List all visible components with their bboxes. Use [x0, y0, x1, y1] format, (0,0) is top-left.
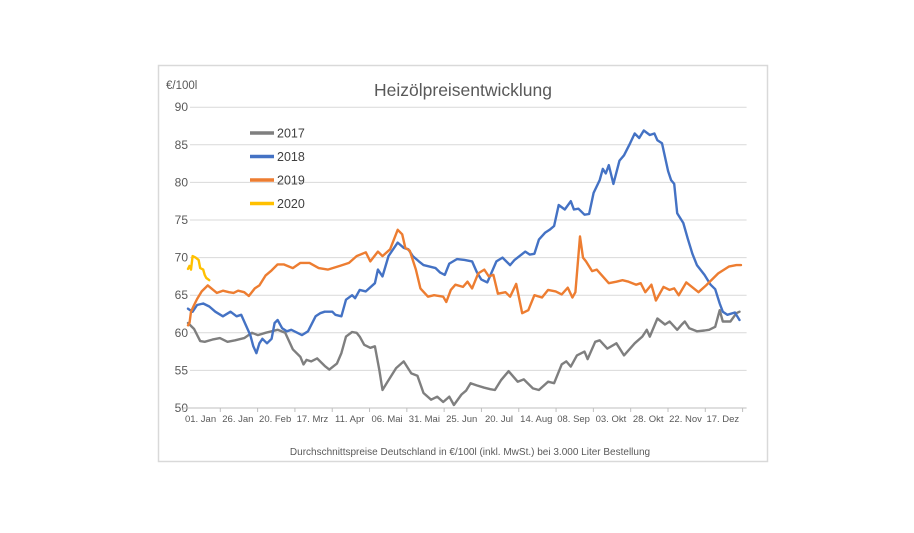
- x-tick-label-17Mrz: 17. Mrz: [297, 414, 329, 425]
- x-tick-label-20Jul: 20. Jul: [485, 414, 513, 425]
- series-lines: [186, 129, 743, 407]
- legend-label-2017: 2017: [277, 127, 305, 141]
- series-line-2019: [186, 228, 743, 327]
- y-tick-label-55: 55: [175, 363, 189, 377]
- x-tick-label-14Aug: 14. Aug: [520, 414, 552, 425]
- y-tick-label-90: 90: [175, 100, 189, 114]
- y-axis-title: €/100l: [166, 80, 197, 92]
- legend-item-2018: 2018: [250, 150, 305, 164]
- y-tick-label-50: 50: [175, 401, 189, 415]
- y-tick-label-85: 85: [175, 138, 189, 152]
- x-tick-label-08Sep: 08. Sep: [557, 414, 590, 425]
- y-tick-label-80: 80: [175, 175, 189, 189]
- legend-item-2017: 2017: [250, 127, 305, 141]
- x-tick-label-17Dez: 17. Dez: [706, 414, 739, 425]
- series-line-2018: [186, 129, 741, 355]
- x-tick-label-11Apr: 11. Apr: [335, 414, 364, 425]
- y-tick-label-60: 60: [175, 326, 189, 340]
- legend-label-2019: 2019: [277, 174, 305, 188]
- x-tick-label-25Jun: 25. Jun: [446, 414, 477, 425]
- y-tick-label-65: 65: [175, 288, 189, 302]
- x-tick-label-31Mai: 31. Mai: [409, 414, 440, 425]
- legend-item-2019: 2019: [250, 174, 305, 188]
- x-tick-label-20Feb: 20. Feb: [259, 414, 291, 425]
- legend-item-2020: 2020: [250, 197, 305, 211]
- chart-footnote: Durchschnittspreise Deutschland in €/100…: [290, 447, 650, 458]
- y-tick-label-70: 70: [175, 251, 189, 265]
- series-line-2017: [186, 309, 741, 407]
- chart-title: Heizölpreisentwicklung: [374, 80, 552, 100]
- x-tick-label-28Okt: 28. Okt: [633, 414, 664, 425]
- x-tick-label-22Nov: 22. Nov: [669, 414, 702, 425]
- x-tick-label-26Jan: 26. Jan: [222, 414, 253, 425]
- legend: 2017 2018 2019 2020: [250, 127, 305, 211]
- series-line-2020: [186, 254, 211, 282]
- y-tick-label-75: 75: [175, 213, 189, 227]
- x-tick-label-01Jan: 01. Jan: [185, 414, 216, 425]
- x-tick-label-06Mai: 06. Mai: [371, 414, 402, 425]
- legend-label-2020: 2020: [277, 197, 305, 211]
- x-tick-label-03Okt: 03. Okt: [596, 414, 627, 425]
- chart-frame: [157, 64, 769, 463]
- legend-label-2018: 2018: [277, 150, 305, 164]
